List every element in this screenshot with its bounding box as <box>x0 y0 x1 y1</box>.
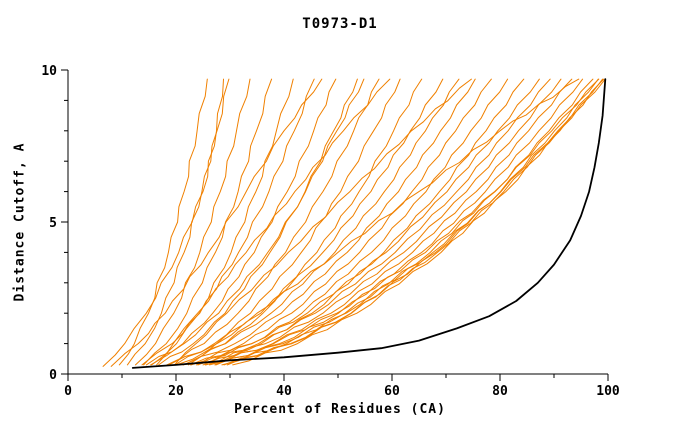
model-curve-line <box>221 78 594 366</box>
model-curve-line <box>102 78 224 367</box>
curves <box>102 78 607 369</box>
model-curve-line <box>223 78 606 366</box>
tick-marks <box>61 69 609 381</box>
x-tick-label: 100 <box>596 384 620 399</box>
model-curve-line <box>190 78 540 366</box>
model-curve-line <box>150 78 337 366</box>
model-curve-line <box>183 78 476 366</box>
x-tick-label: 20 <box>168 384 184 399</box>
model-curve-line <box>110 78 323 367</box>
model-curve-line <box>204 78 600 366</box>
highlight-curve-line <box>131 78 607 369</box>
model-curve-line <box>166 78 380 366</box>
model-curve-line <box>135 78 251 366</box>
model-curve-line <box>158 78 358 366</box>
model-curve-line <box>151 78 294 366</box>
model-curve-line <box>187 78 580 366</box>
x-tick-label: 0 <box>64 384 72 399</box>
model-curve-line <box>190 78 492 366</box>
model-curve-line <box>209 78 573 366</box>
x-tick-label: 40 <box>276 384 292 399</box>
model-curve-line <box>145 78 365 366</box>
x-tick-label: 60 <box>384 384 400 399</box>
model-curve-line <box>173 78 472 366</box>
model-curve-line <box>118 78 208 366</box>
model-curve-line <box>215 78 584 366</box>
model-curve-line <box>182 78 423 366</box>
model-curve-line <box>176 78 460 366</box>
y-tick-label: 5 <box>49 216 57 231</box>
x-axis-label: Percent of Residues (CA) <box>234 402 446 417</box>
chart-title: T0973-D1 <box>302 16 378 32</box>
model-curve-line <box>156 78 391 366</box>
y-tick-label: 10 <box>41 64 57 79</box>
model-curve-line <box>214 78 604 366</box>
x-tick-label: 80 <box>492 384 508 399</box>
model-curve-line <box>126 78 230 366</box>
model-curve-line <box>141 78 315 366</box>
tick-labels: 0 20 40 60 80 100 0 5 10 <box>41 64 620 399</box>
model-curve-line <box>205 78 525 366</box>
model-curve-line <box>174 78 401 366</box>
model-curve-line <box>196 78 551 366</box>
y-tick-label: 0 <box>49 368 57 383</box>
model-curve-line <box>226 78 599 366</box>
model-curve-line <box>143 78 273 366</box>
model-curve-line <box>202 78 562 366</box>
